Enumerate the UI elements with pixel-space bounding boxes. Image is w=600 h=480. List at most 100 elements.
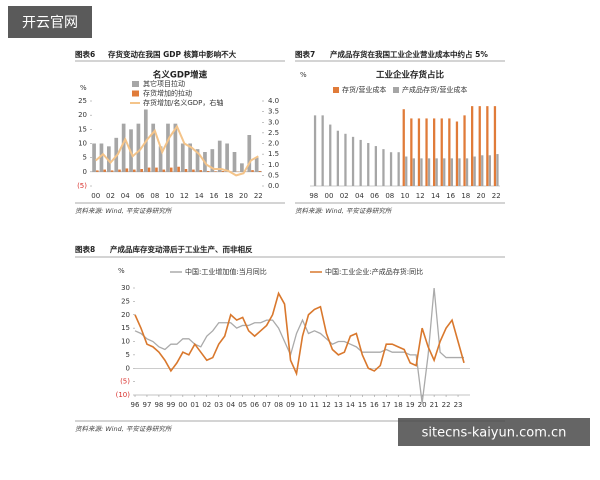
bar bbox=[478, 106, 481, 186]
legend-label: 存货/营业成本 bbox=[342, 85, 386, 94]
figure-label: 图表8 bbox=[75, 244, 95, 254]
y-tick-label: 30 bbox=[121, 284, 130, 292]
x-tick-label: 15 bbox=[358, 401, 367, 409]
y-tick-label: 25 bbox=[78, 97, 87, 105]
x-tick-label: 10 bbox=[401, 192, 410, 200]
y2-tick-label: 3.0 bbox=[268, 118, 279, 126]
x-tick-label: 98 bbox=[154, 401, 163, 409]
logo-box bbox=[8, 6, 92, 38]
x-tick-label: 08 bbox=[274, 401, 283, 409]
bar bbox=[425, 118, 428, 186]
bar bbox=[158, 146, 163, 172]
legend-label: 存货增加/名义GDP，右轴 bbox=[143, 98, 223, 107]
bar bbox=[405, 156, 408, 186]
line bbox=[134, 291, 465, 377]
bar bbox=[169, 167, 173, 172]
x-tick-label: 02 bbox=[106, 192, 115, 200]
legend-label: 产成品存货/营业成本 bbox=[402, 85, 467, 94]
bar bbox=[433, 118, 436, 186]
bar bbox=[374, 146, 377, 186]
bar bbox=[450, 158, 453, 186]
bar bbox=[99, 143, 104, 172]
watermark-box bbox=[398, 418, 590, 446]
chart-title: 名义GDP增速 bbox=[153, 70, 208, 81]
bar bbox=[92, 143, 96, 172]
bar bbox=[107, 146, 111, 172]
bar bbox=[458, 158, 461, 186]
bar bbox=[367, 143, 370, 186]
source: 资料来源: Wind, 平安证券研究所 bbox=[295, 207, 393, 215]
bar bbox=[132, 169, 136, 172]
x-tick-label: 14 bbox=[346, 401, 355, 409]
bar bbox=[410, 118, 413, 186]
bar bbox=[162, 169, 166, 172]
y2-tick-label: 3.5 bbox=[268, 108, 279, 116]
bar bbox=[254, 157, 259, 172]
x-tick-label: 22 bbox=[442, 401, 451, 409]
x-tick-label: 08 bbox=[150, 192, 159, 200]
y-tick-label: (5) bbox=[120, 378, 130, 386]
bar bbox=[195, 149, 200, 172]
y2-tick-label: 4.0 bbox=[268, 97, 279, 105]
x-tick-label: 06 bbox=[370, 192, 379, 200]
y-tick-label: 20 bbox=[121, 311, 130, 319]
logo: 开云官网 bbox=[22, 15, 78, 31]
x-tick-label: 23 bbox=[454, 401, 463, 409]
bar bbox=[321, 115, 324, 186]
bar bbox=[173, 123, 178, 172]
x-tick-label: 19 bbox=[406, 401, 415, 409]
x-tick-label: 14 bbox=[195, 192, 204, 200]
bar bbox=[336, 130, 339, 186]
x-tick-label: 12 bbox=[322, 401, 331, 409]
bar bbox=[344, 133, 347, 186]
bar bbox=[412, 158, 415, 186]
y2-tick-label: 0.5 bbox=[268, 171, 279, 179]
bar bbox=[440, 118, 443, 186]
x-tick-label: 10 bbox=[165, 192, 174, 200]
bar bbox=[389, 152, 393, 186]
x-tick-label: 04 bbox=[226, 401, 235, 409]
x-tick-label: 99 bbox=[166, 401, 175, 409]
bar bbox=[184, 169, 188, 172]
bar bbox=[140, 169, 143, 172]
x-tick-label: 18 bbox=[394, 401, 403, 409]
x-tick-label: 22 bbox=[492, 192, 501, 200]
bar bbox=[471, 106, 474, 186]
bar bbox=[465, 158, 469, 186]
bar bbox=[359, 139, 362, 186]
y-axis-label: % bbox=[80, 84, 87, 92]
bar bbox=[417, 118, 421, 186]
y-tick-label: 5 bbox=[126, 351, 130, 359]
bar bbox=[125, 168, 129, 172]
y-tick-label: 20 bbox=[78, 111, 87, 119]
bar bbox=[481, 155, 484, 186]
bar bbox=[199, 170, 203, 172]
bar bbox=[180, 143, 185, 172]
bar bbox=[214, 171, 217, 172]
y2-tick-label: 1.0 bbox=[268, 161, 279, 169]
bar bbox=[486, 106, 489, 186]
x-tick-label: 07 bbox=[262, 401, 271, 409]
legend-swatch bbox=[333, 87, 339, 93]
bar bbox=[147, 167, 151, 172]
x-tick-label: 01 bbox=[190, 401, 199, 409]
x-tick-label: 08 bbox=[385, 192, 394, 200]
y-tick-label: 5 bbox=[83, 154, 87, 162]
y-tick-label: 25 bbox=[121, 297, 130, 305]
watermark: sitecns-kaiyun.com.cn bbox=[422, 426, 567, 441]
x-tick-label: 18 bbox=[461, 192, 470, 200]
x-tick-label: 04 bbox=[121, 192, 130, 200]
x-tick-label: 21 bbox=[430, 401, 439, 409]
bar bbox=[221, 170, 225, 172]
y-tick-label: 15 bbox=[121, 324, 130, 332]
bar bbox=[96, 170, 99, 172]
bar bbox=[151, 123, 156, 172]
bar bbox=[382, 149, 385, 186]
x-tick-label: 18 bbox=[224, 192, 233, 200]
x-tick-label: 02 bbox=[202, 401, 211, 409]
bar bbox=[240, 163, 244, 172]
x-tick-label: 06 bbox=[136, 192, 145, 200]
x-tick-label: 03 bbox=[214, 401, 223, 409]
y-axis-label: % bbox=[118, 267, 125, 275]
x-tick-label: 11 bbox=[310, 401, 319, 409]
